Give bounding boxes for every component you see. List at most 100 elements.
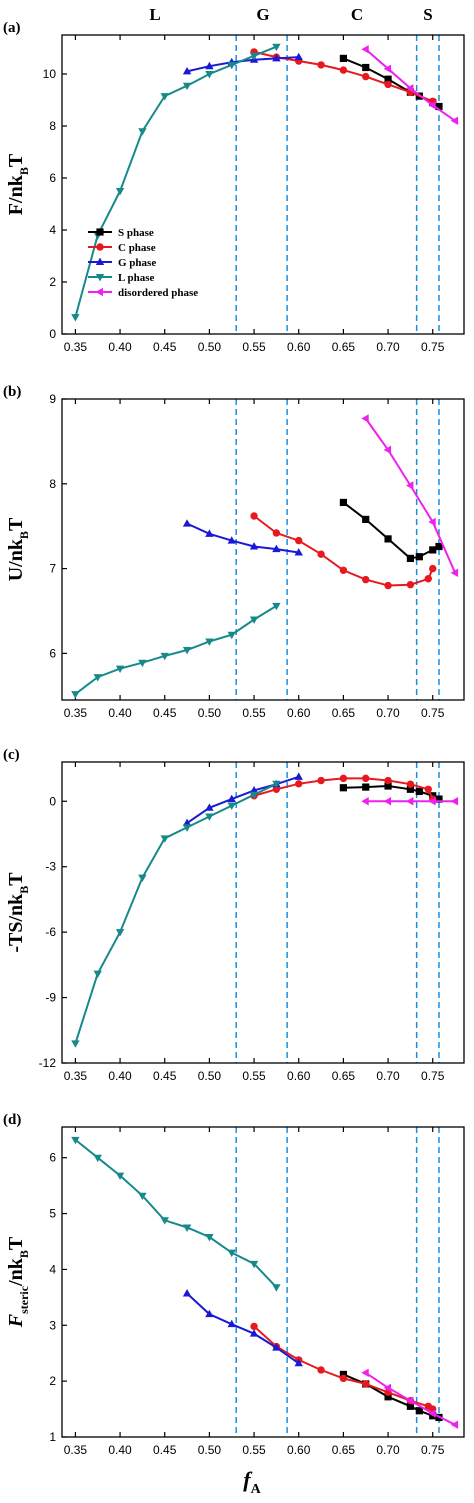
data-point [93,1154,102,1163]
data-point [362,63,370,72]
y-axis-title-main: F/nk [5,174,27,215]
y-tick-label: 8 [49,119,56,133]
x-tick-label: 0.35 [64,340,88,354]
panel-label: (d) [3,1112,21,1128]
panel-c: 0.35 0.40 0.45 0.50 0.55 0.60 0.65 0.70 0.75 -12 -… [3,747,465,1083]
x-tick-label: 0.45 [153,1443,177,1457]
data-point [339,774,348,783]
data-point [435,102,443,111]
panel-a: 0.35 0.40 0.45 0.50 0.55 0.60 0.65 0.70 0.75 0 2 4 6… [3,20,465,354]
data-point [71,314,80,322]
legend-label: C phase [118,242,156,254]
data-point [294,548,303,556]
legend: S phase C phase G phase L phase disordered p… [88,227,198,299]
data-point [249,542,259,550]
series-line-c-phase [253,515,434,587]
y-tick-label: 1 [49,1430,56,1444]
data-point [415,553,423,561]
x-tick-label: 0.40 [108,1443,132,1457]
y-axis-title-tail: T [5,153,27,167]
y-axis-title-tail: T [5,1236,27,1250]
series-g-phase [182,772,303,827]
data-point [424,575,432,583]
data-point [406,554,414,563]
data-point [249,52,259,61]
y-axis-title-sub: B [17,531,31,539]
data-point [361,797,369,806]
y-tick-label: 0 [49,794,56,808]
data-point [450,568,459,578]
data-point [249,1329,259,1337]
y-axis-title-main: U/nk [5,538,27,581]
x-tick-label: 0.45 [153,340,177,354]
data-point [93,970,102,978]
data-point [205,71,214,79]
data-point [249,1260,259,1269]
y-tick-label: 9 [49,392,56,406]
x-tick-label: 0.35 [64,1443,88,1457]
x-tick-label: 0.75 [421,706,445,720]
region-label-g: G [256,5,269,24]
data-point [424,785,432,793]
x-tick-label: 0.60 [287,340,311,354]
y-tick-label: -12 [39,1056,57,1070]
y-axis-title-sub: B [17,886,31,894]
data-point [406,84,414,93]
data-point [205,529,214,537]
data-point [182,519,192,527]
panel-label: (b) [3,384,21,400]
x-axis-title: fA [243,1467,261,1497]
series-line-c-phase [253,1325,434,1410]
series-disordered-phase [361,1368,459,1429]
legend-swatch-marker [95,274,105,282]
panel-label: (a) [3,20,21,36]
data-point [205,1309,214,1318]
data-point [182,82,192,91]
x-tick-label: 0.70 [376,1069,400,1083]
data-point [294,52,303,61]
y-axis-title-main: -TS/nk [5,893,27,953]
y-tick-label: 10 [43,67,57,81]
data-point [272,602,281,611]
data-point [450,1420,459,1429]
x-axis-title-sub: A [251,1482,262,1497]
y-tick-label: 6 [49,171,56,185]
data-point [115,1172,125,1180]
data-point [339,1374,348,1383]
x-tick-label: 0.50 [198,340,222,354]
y-tick-label: 6 [49,1151,56,1165]
legend-swatch-marker [96,228,104,236]
data-point [383,445,392,455]
data-point [339,66,348,74]
data-point [93,674,102,682]
legend-item-g-phase: G phase [88,257,156,269]
data-point [406,580,415,589]
data-point [272,544,281,553]
series-line-l-phase [74,782,277,1044]
data-point [450,797,459,806]
data-point [205,803,214,811]
svg-text:fA: fA [243,1467,261,1497]
data-point [362,1380,370,1388]
data-point [227,631,236,640]
data-point [138,659,147,668]
data-point [115,665,125,674]
data-point [383,64,392,73]
data-point [205,638,214,646]
y-tick-label: -6 [45,925,56,939]
data-point [115,188,125,196]
x-tick-label: 0.45 [153,1069,177,1083]
y-tick-label: 5 [49,1207,56,1221]
y-axis-title-sub2: B [17,1250,31,1258]
data-point [160,1217,169,1225]
data-point [435,795,443,803]
data-point [406,1396,414,1405]
region-label-s: S [423,5,432,24]
series-l-phase [71,780,281,1048]
data-point [435,542,443,551]
series-line-g-phase [186,522,299,554]
data-point [406,481,414,490]
legend-label: S phase [118,227,154,239]
data-point [160,93,169,101]
